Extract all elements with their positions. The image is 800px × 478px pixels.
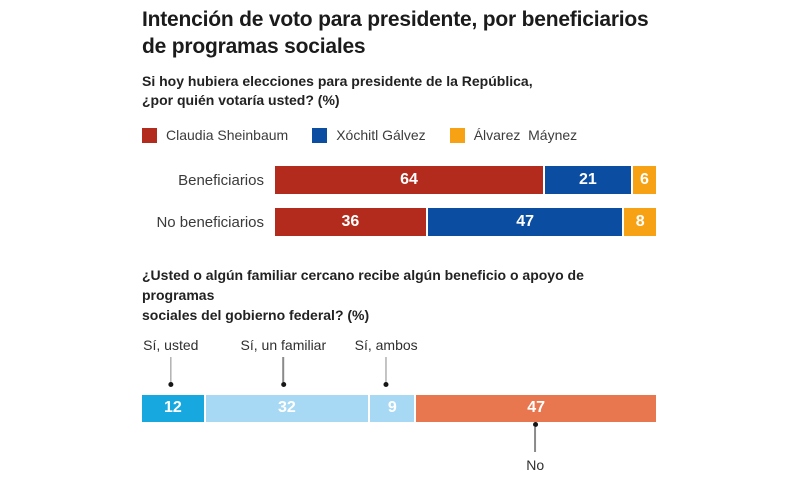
leader-line xyxy=(534,426,536,452)
callout-label-no: No xyxy=(526,456,545,473)
legend-label-maynez: Álvarez Máynez xyxy=(473,127,578,144)
bar-segment-si-ambos: 9 xyxy=(368,394,415,422)
bar-segment-no: 47 xyxy=(414,394,656,422)
chart-title-line2: de programas sociales xyxy=(142,35,366,59)
legend-item-maynez: Álvarez Máynez xyxy=(449,127,578,144)
legend: Claudia Sheinbaum Xóchitl Gálvez Álvarez… xyxy=(142,127,656,143)
bar-row-no-beneficiarios: No beneficiarios 36 47 8 xyxy=(142,208,656,237)
stacked-bar-benefits: 12 32 9 47 xyxy=(142,394,656,422)
legend-item-sheinbaum: Claudia Sheinbaum xyxy=(142,127,288,143)
bar-segment-maynez: 8 xyxy=(622,208,656,237)
callout-label-si-un-familiar: Sí, un familiar xyxy=(240,336,327,353)
segment-value: 36 xyxy=(341,213,360,231)
bar-segment-si-un-familiar: 32 xyxy=(203,394,369,422)
bar-segment-maynez: 6 xyxy=(630,166,656,195)
leader-dot xyxy=(168,381,174,387)
bar-segment-galvez: 47 xyxy=(425,208,623,237)
segment-value: 64 xyxy=(400,171,418,189)
legend-swatch-galvez xyxy=(312,127,328,143)
legend-label-galvez: Xóchitl Gálvez xyxy=(336,127,426,144)
leader-line xyxy=(170,356,172,382)
question-2-line1: ¿Usted o algún familiar cercano recibe a… xyxy=(142,267,584,304)
chart-title-line1: Intención de voto para presidente, por b… xyxy=(142,8,649,31)
segment-value: 47 xyxy=(516,213,534,231)
segment-value: 32 xyxy=(278,399,296,417)
chart-title: Intención de voto para presidente, por b… xyxy=(142,6,722,61)
segment-value: 8 xyxy=(635,213,645,231)
bar-segment-sheinbaum: 36 xyxy=(275,208,426,237)
stacked-bar-no-beneficiarios: 36 47 8 xyxy=(275,208,656,237)
row-label-no-beneficiarios: No beneficiarios xyxy=(156,213,264,231)
question-1-line2: ¿por quién votaría usted? (%) xyxy=(142,92,340,109)
bar-segment-galvez: 21 xyxy=(542,166,631,195)
bar-segment-si-usted: 12 xyxy=(142,394,204,422)
benefit-recipients-chart: Sí, usted Sí, un familiar Sí, ambos 12 3… xyxy=(142,338,656,478)
callout-si-un-familiar: Sí, un familiar xyxy=(240,336,327,387)
question-2-line2: sociales del gobierno federal? (%) xyxy=(142,307,370,324)
bar-row-beneficiarios: Beneficiarios 64 21 6 xyxy=(142,166,656,195)
leader-line xyxy=(282,356,285,382)
legend-swatch-sheinbaum xyxy=(142,127,157,143)
segment-value: 9 xyxy=(387,399,397,417)
row-label-beneficiarios: Beneficiarios xyxy=(178,171,264,189)
legend-swatch-maynez xyxy=(449,127,465,143)
segment-value: 21 xyxy=(579,171,597,189)
leader-dot xyxy=(280,381,286,387)
callout-si-usted: Sí, usted xyxy=(143,338,198,387)
callout-label-si-ambos: Sí, ambos xyxy=(354,336,418,353)
vote-intention-chart: Beneficiarios 64 21 6 No beneficiarios 3… xyxy=(142,166,656,237)
segment-value: 47 xyxy=(527,399,546,417)
legend-item-galvez: Xóchitl Gálvez xyxy=(312,127,426,144)
bar-segment-sheinbaum: 64 xyxy=(275,166,543,195)
question-1-line1: Si hoy hubiera elecciones para president… xyxy=(142,72,533,89)
stacked-bar-beneficiarios: 64 21 6 xyxy=(275,166,656,195)
callout-no: No xyxy=(526,421,545,473)
infographic: Intención de voto para presidente, por b… xyxy=(142,6,656,478)
question-2: ¿Usted o algún familiar cercano recibe a… xyxy=(142,266,656,326)
segment-value: 12 xyxy=(163,399,182,417)
callout-label-si-usted: Sí, usted xyxy=(143,336,199,353)
segment-value: 6 xyxy=(639,171,649,189)
leader-dot xyxy=(532,421,538,427)
leader-line xyxy=(385,356,387,382)
callout-si-ambos: Sí, ambos xyxy=(355,338,418,387)
leader-dot xyxy=(383,381,389,387)
legend-label-sheinbaum: Claudia Sheinbaum xyxy=(166,127,289,144)
question-1: Si hoy hubiera elecciones para president… xyxy=(142,72,656,112)
